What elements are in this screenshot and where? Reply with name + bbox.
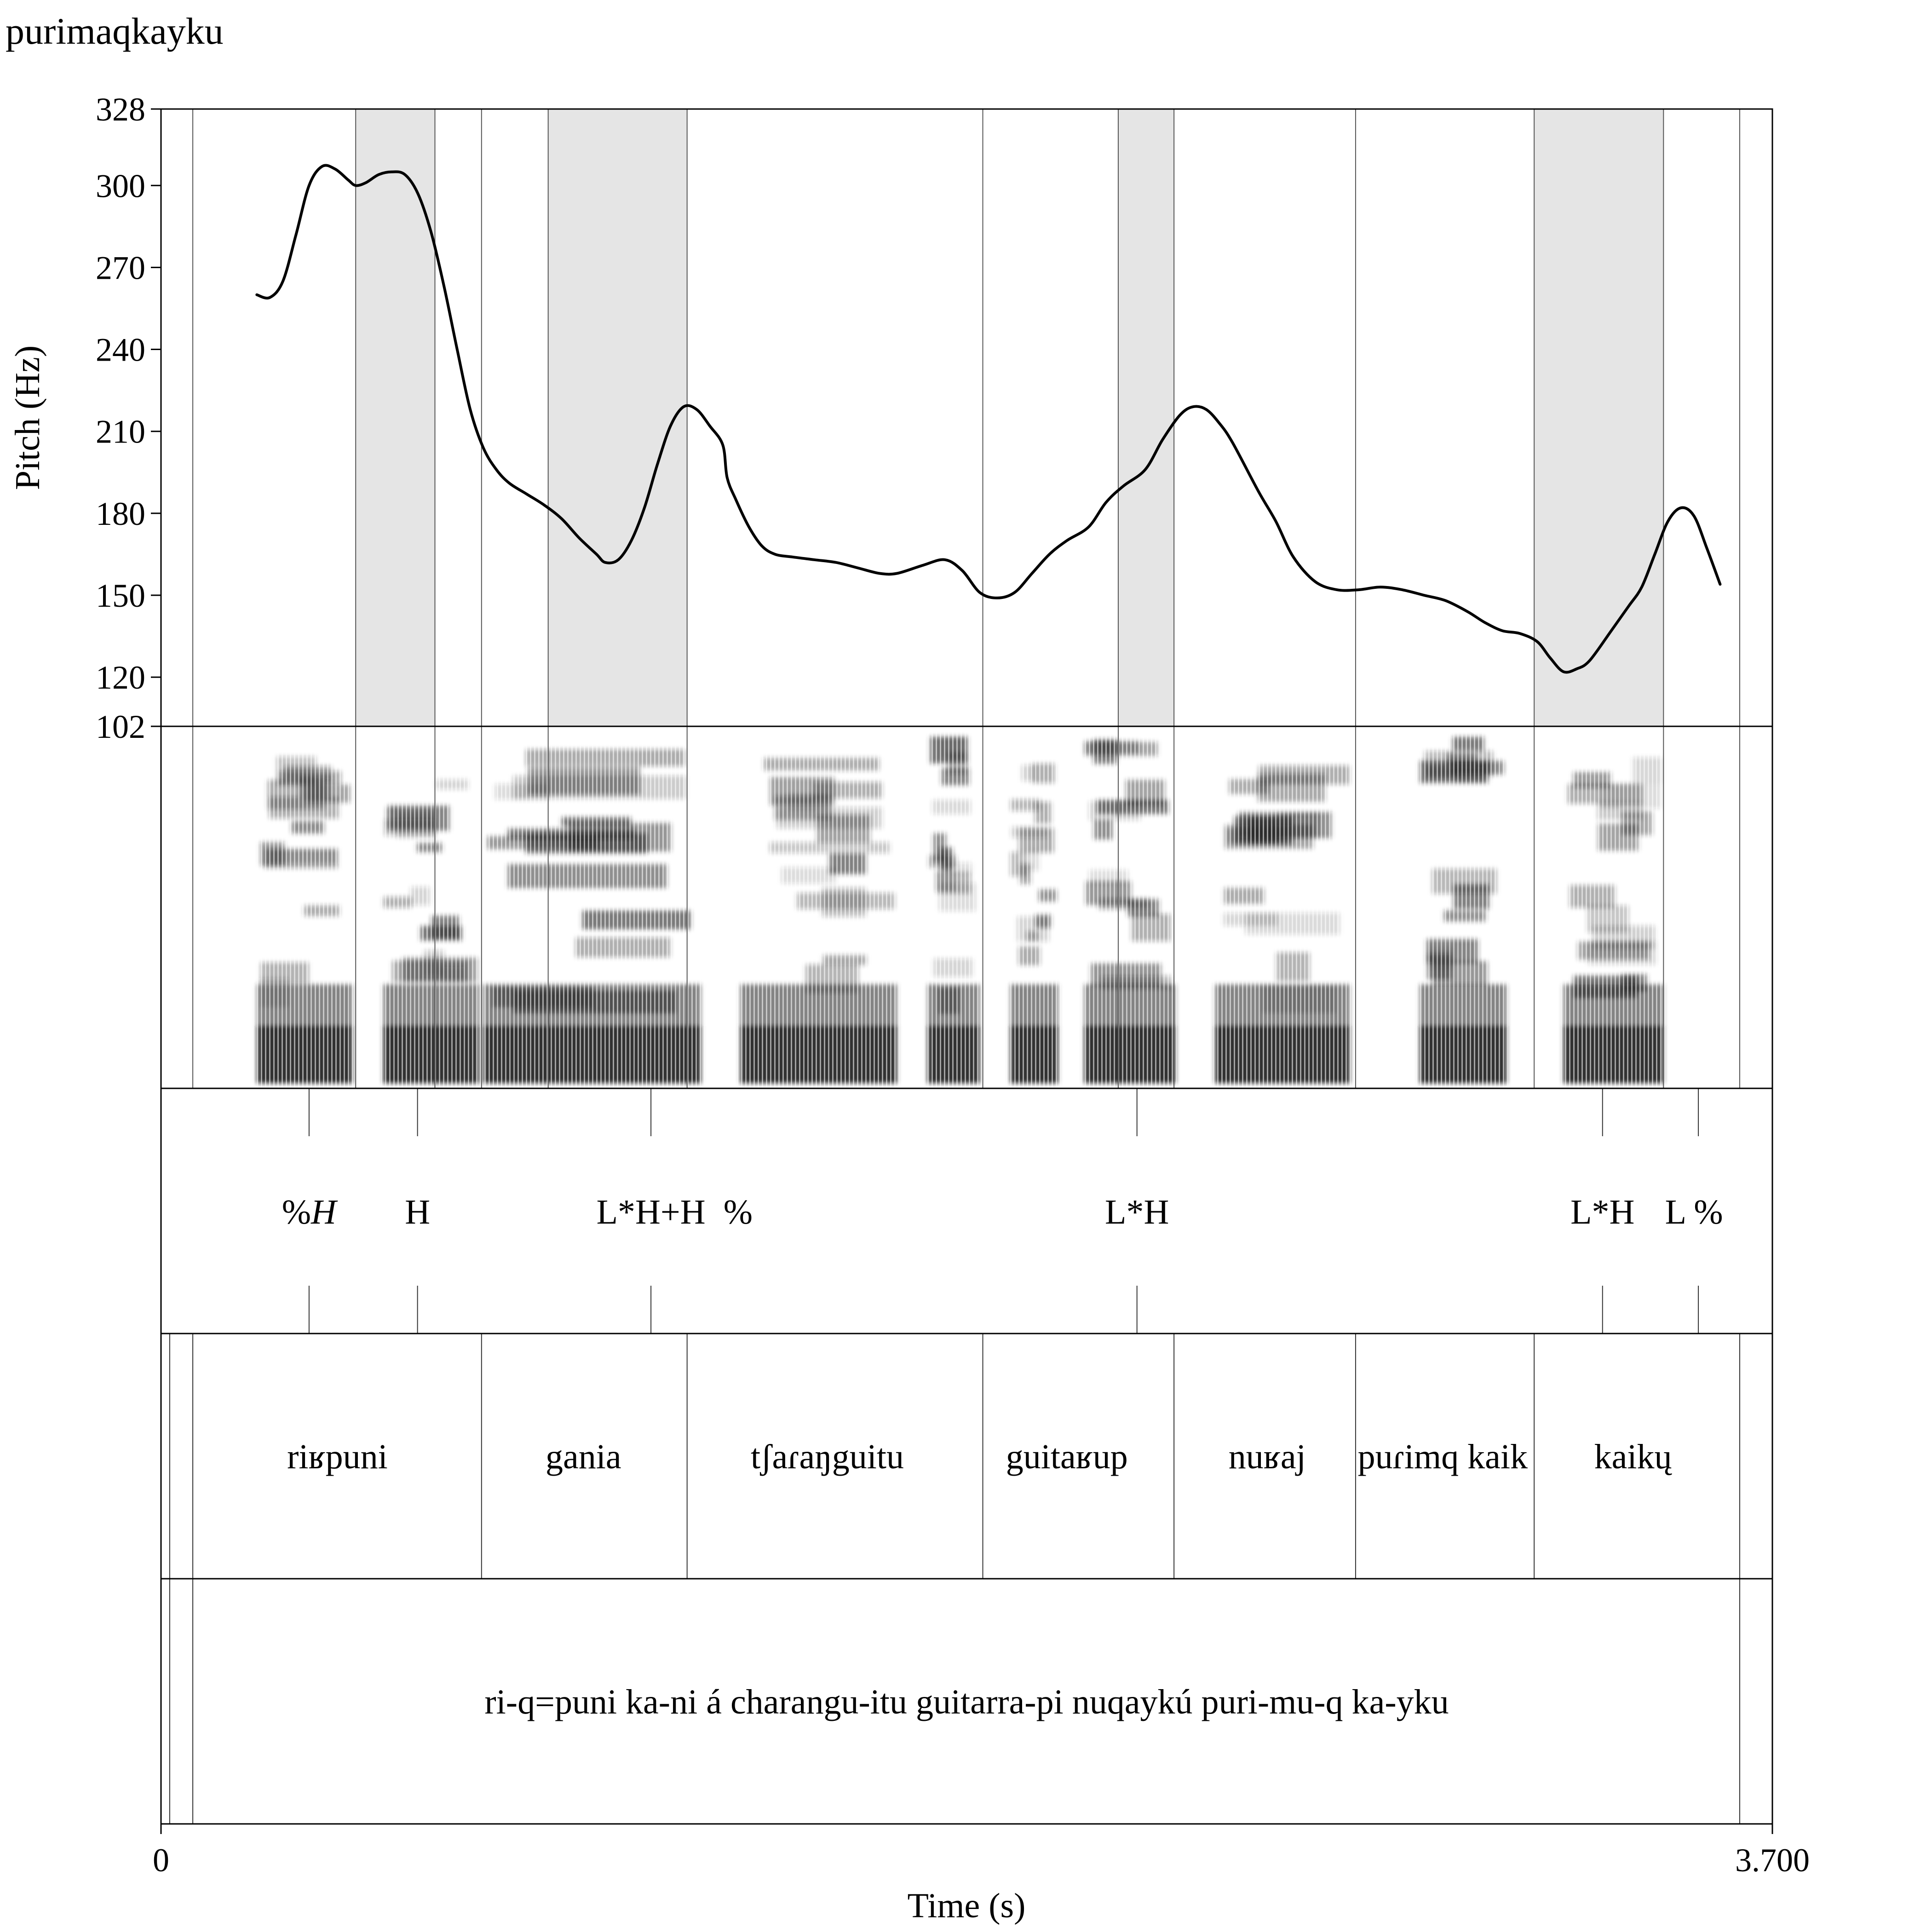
word-label-0: riʁpuni <box>287 1438 388 1476</box>
tone-label-2: L*H+H <box>597 1193 706 1231</box>
y-tick-label-2: 150 <box>96 577 145 614</box>
y-tick-label-6: 270 <box>96 249 145 286</box>
tone-label-0: %H <box>282 1193 338 1231</box>
word-tier-frame <box>160 1333 1773 1580</box>
word-label-5: puɾimq kaik <box>1358 1438 1528 1476</box>
word-label-2: tʃaɾaŋguitu <box>751 1438 904 1476</box>
shaded-interval-3 <box>1534 109 1664 726</box>
segment-boundaries <box>192 109 1740 726</box>
tone-tier: %H H L*H+H% L*H L*H L % <box>160 1087 1773 1334</box>
word-tier: riʁpuni gania tʃaɾaŋguitu guitaʁup nuʁaj puɾi… <box>160 1333 1773 1580</box>
word-label-3: guitaʁup <box>1006 1438 1128 1476</box>
shaded-interval-0 <box>356 109 435 726</box>
tone-label-4: L*H <box>1105 1193 1169 1231</box>
word-label-4: nuʁaj <box>1229 1438 1306 1476</box>
x-axis: 0 3.700 Time (s) <box>153 1824 1810 1925</box>
shaded-interval-1 <box>548 109 687 726</box>
x-tick-label-end: 3.700 <box>1735 1842 1810 1879</box>
gloss-tier-frame <box>160 1578 1773 1825</box>
tone-label-5: L*H <box>1570 1193 1634 1231</box>
pitch-contour <box>255 164 1722 674</box>
shaded-intervals <box>356 109 1664 726</box>
spectrogram-striations <box>161 727 1772 1088</box>
word-label-1: gania <box>546 1438 621 1476</box>
spectrogram-panel <box>160 725 1773 1089</box>
pitch-panel: 102 120 150 180 210 240 270 300 328 Pitch (Hz) <box>8 91 1773 745</box>
gloss-tier: ri-q=puni ka-ni á charangu-itu guitarra-… <box>160 1578 1773 1825</box>
y-axis: 102 120 150 180 210 240 270 300 328 <box>96 91 161 745</box>
y-axis-label: Pitch (Hz) <box>8 345 47 490</box>
y-tick-label-0: 102 <box>96 708 145 745</box>
y-tick-label-1: 120 <box>96 659 145 696</box>
y-tick-label-3: 180 <box>96 495 145 532</box>
y-tick-label-8: 328 <box>96 91 145 128</box>
x-axis-label: Time (s) <box>908 1886 1026 1925</box>
gloss-label: ri-q=puni ka-ni á charangu-itu guitarra-… <box>484 1683 1449 1721</box>
x-tick-label-start: 0 <box>153 1842 169 1879</box>
tone-tier-frame <box>160 1087 1773 1334</box>
y-tick-label-4: 210 <box>96 414 145 450</box>
y-tick-label-5: 240 <box>96 332 145 368</box>
chart-title: purimaqkayku <box>6 10 224 52</box>
y-tick-label-7: 300 <box>96 167 145 204</box>
pitch-line <box>255 164 1722 674</box>
word-label-6: kaikų <box>1594 1438 1673 1476</box>
shaded-interval-2 <box>1118 109 1174 726</box>
tone-label-3: % <box>724 1193 753 1231</box>
tone-label-1: H <box>405 1193 430 1231</box>
tone-label-6: L % <box>1665 1193 1723 1231</box>
